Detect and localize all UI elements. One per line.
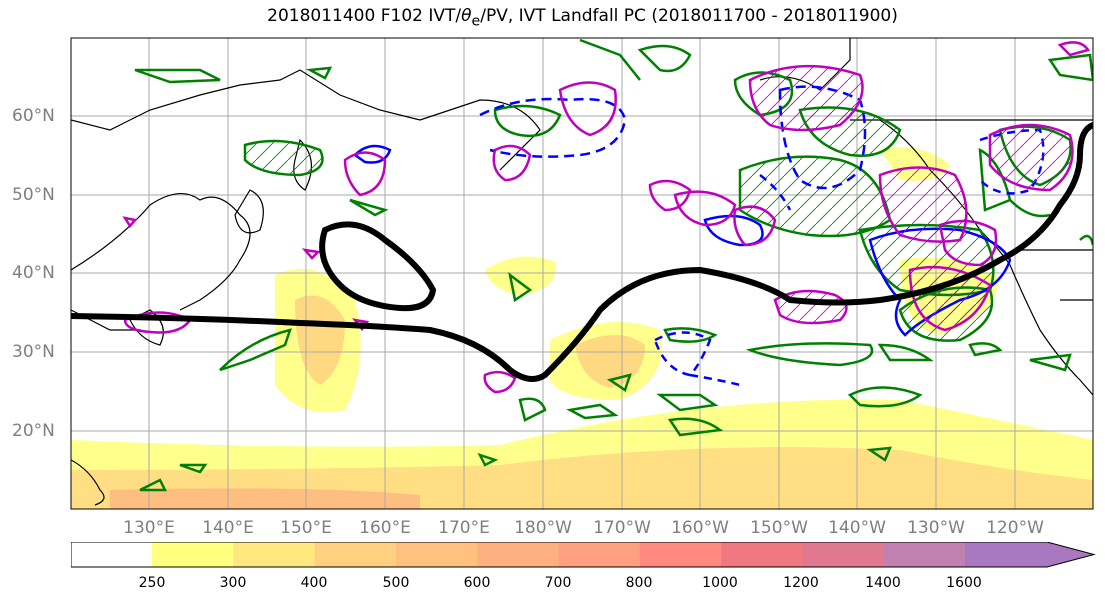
lon-label-140e: 140°E bbox=[202, 518, 254, 538]
colorbar-segment bbox=[639, 542, 722, 567]
plot-frame bbox=[70, 37, 1094, 510]
lon-label-150e: 150°E bbox=[280, 518, 332, 538]
colorbar-label: 250 bbox=[138, 575, 166, 591]
colorbar-label: 700 bbox=[544, 575, 572, 591]
colorbar-label: 600 bbox=[463, 575, 491, 591]
colorbar-segment bbox=[965, 542, 1094, 567]
lat-label-60n: 60°N bbox=[12, 106, 55, 126]
lat-label-40n: 40°N bbox=[12, 263, 55, 283]
lon-label-170w: 170°W bbox=[593, 518, 651, 538]
colorbar-label: 1400 bbox=[865, 575, 901, 591]
lon-label-120w: 120°W bbox=[986, 518, 1044, 538]
colorbar-outline bbox=[71, 542, 1096, 568]
colorbar-label: 1600 bbox=[946, 575, 982, 591]
colorbar-label: 300 bbox=[219, 575, 247, 591]
colorbar-segment bbox=[395, 542, 478, 567]
lat-label-50n: 50°N bbox=[12, 185, 55, 205]
lon-label-160e: 160°E bbox=[359, 518, 411, 538]
colorbar-label: 500 bbox=[382, 575, 410, 591]
lon-label-160w: 160°W bbox=[671, 518, 729, 538]
colorbar-segment bbox=[477, 542, 559, 567]
colorbar-segment bbox=[721, 542, 803, 567]
lon-label-180w: 180°W bbox=[514, 518, 572, 538]
colorbar-segment bbox=[802, 542, 885, 567]
colorbar-label: 1200 bbox=[783, 575, 819, 591]
colorbar-label: 1000 bbox=[702, 575, 738, 591]
lon-label-150w: 150°W bbox=[750, 518, 808, 538]
map-title: 2018011400 F102 IVT/θe/PV, IVT Landfall … bbox=[267, 6, 898, 30]
colorbar-segment bbox=[71, 542, 152, 567]
colorbar-label: 800 bbox=[625, 575, 653, 591]
lon-label-170e: 170°E bbox=[438, 518, 490, 538]
lon-label-130w: 130°W bbox=[907, 518, 965, 538]
lon-label-140w: 140°W bbox=[828, 518, 886, 538]
lat-label-20n: 20°N bbox=[12, 421, 55, 441]
colorbar-label: 400 bbox=[300, 575, 328, 591]
colorbar-segment bbox=[233, 542, 316, 567]
colorbar-segment bbox=[152, 542, 234, 567]
colorbar-segment bbox=[558, 542, 641, 567]
colorbar-segment bbox=[883, 542, 966, 567]
lon-label-130e: 130°E bbox=[123, 518, 175, 538]
pc-contours bbox=[122, 41, 1090, 394]
colorbar bbox=[71, 542, 1096, 568]
ivt-landfall-pc-contour bbox=[71, 122, 1093, 382]
lat-label-30n: 30°N bbox=[12, 342, 55, 362]
colorbar-segment bbox=[314, 542, 397, 567]
